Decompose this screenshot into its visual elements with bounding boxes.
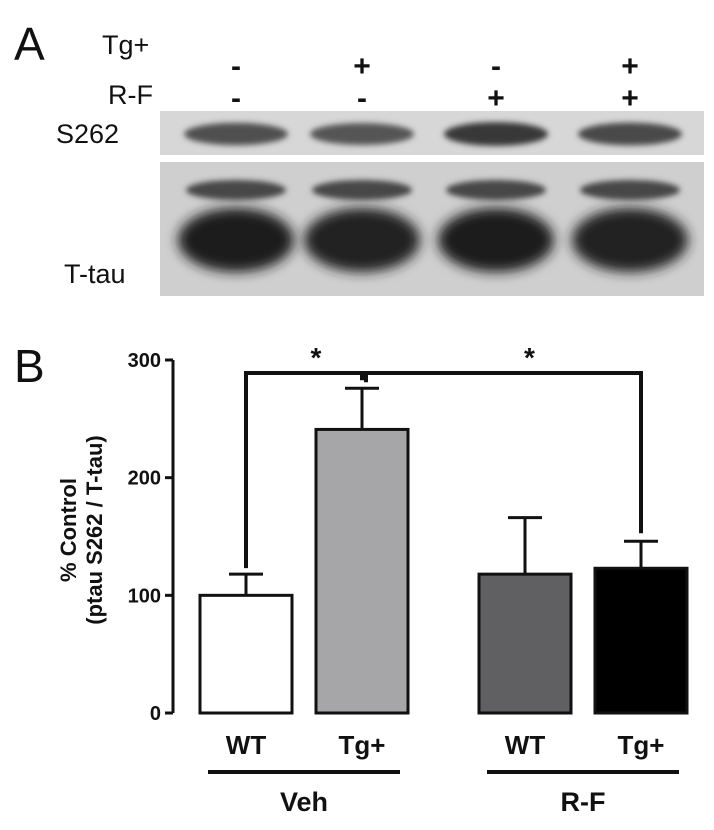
- band-ttau-main-lane-2: [304, 208, 420, 272]
- band-s262-lane-4: [578, 122, 682, 146]
- lane-2-tg-sign: +: [353, 50, 371, 83]
- group-labels: Veh R-F: [208, 770, 679, 817]
- bar-2: [314, 427, 410, 715]
- blot-ttau-label: T-tau: [64, 259, 126, 289]
- band-s262-lane-1: [184, 122, 288, 146]
- group-label-1: Veh: [280, 787, 328, 817]
- category-labels: WT Tg+ WT Tg+: [226, 730, 665, 760]
- bar-4: [593, 566, 689, 715]
- y-axis-title-line-1: % Control: [56, 478, 81, 582]
- panel-a: A Tg+ R-F --+--+++ S262 T-tau: [14, 18, 704, 296]
- lane-2-rf-sign: -: [357, 82, 367, 115]
- band-ttau-main-lane-3: [438, 208, 554, 272]
- significance-star: *: [311, 342, 322, 373]
- band-ttau-upper-lane-2: [312, 180, 412, 200]
- blot-s262-bands: [184, 122, 682, 146]
- panel-b: B % Control (ptau S262 / T-tau) 0 100 200 3…: [14, 340, 689, 817]
- lane-1-rf-sign: -: [231, 82, 241, 115]
- band-ttau-main-lane-4: [572, 208, 688, 272]
- lane-3-rf-sign: +: [487, 82, 505, 115]
- band-ttau-upper-lane-4: [580, 180, 680, 200]
- lane-4-rf-sign: +: [621, 82, 639, 115]
- band-ttau-upper-lane-3: [446, 180, 546, 200]
- significance-bracket: [244, 371, 364, 569]
- band-s262-lane-2: [310, 123, 414, 145]
- y-tick-label: 300: [128, 350, 161, 372]
- blot-ttau-bands: [178, 180, 688, 272]
- y-axis: 0 100 200 300: [128, 350, 175, 725]
- y-tick-label: 0: [150, 703, 161, 725]
- lane-1-tg-sign: -: [231, 50, 241, 83]
- lane-3-tg-sign: -: [491, 50, 501, 83]
- y-tick-label: 200: [128, 468, 161, 490]
- significance-brackets: * *: [244, 342, 643, 569]
- lane-4-tg-sign: +: [621, 50, 639, 83]
- bar-3: [477, 572, 573, 715]
- y-tick-label: 100: [128, 585, 161, 607]
- bar-1: [198, 593, 294, 715]
- y-axis-title-line-2: (ptau S262 / T-tau): [82, 435, 107, 624]
- band-s262-lane-3: [444, 122, 548, 146]
- significance-star: *: [524, 342, 535, 373]
- category-label: WT: [226, 730, 267, 760]
- category-label: Tg+: [618, 730, 665, 760]
- significance-bracket: [364, 371, 643, 534]
- band-ttau-upper-lane-1: [186, 180, 286, 200]
- blot-s262: S262: [56, 111, 704, 155]
- panel-a-letter: A: [14, 18, 45, 70]
- category-label: Tg+: [339, 730, 386, 760]
- blot-s262-label: S262: [56, 119, 119, 149]
- group-label-2: R-F: [561, 787, 606, 817]
- panel-b-letter: B: [14, 340, 45, 392]
- category-label: WT: [505, 730, 546, 760]
- band-ttau-main-lane-1: [178, 208, 294, 272]
- row-label-tg: Tg+: [102, 30, 149, 60]
- blot-ttau: T-tau: [64, 162, 704, 296]
- row-label-rf: R-F: [108, 80, 153, 110]
- lane-signs: --+--+++: [231, 50, 639, 115]
- bars: [198, 386, 689, 715]
